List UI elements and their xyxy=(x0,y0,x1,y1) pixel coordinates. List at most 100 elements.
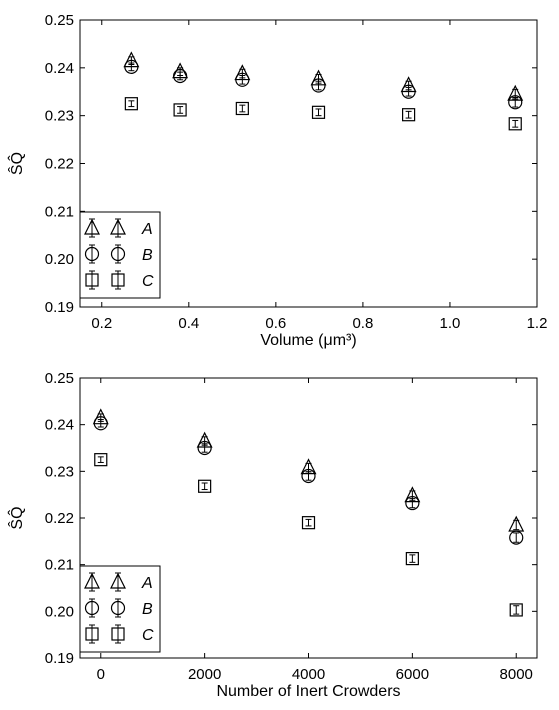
legend-marker-C xyxy=(111,273,125,287)
x-tick-label: 8000 xyxy=(500,666,533,683)
y-tick-label: 0.25 xyxy=(45,370,74,387)
data-point-C xyxy=(235,101,249,116)
error-bar xyxy=(405,110,412,119)
legend: ABC xyxy=(79,211,161,299)
data-point-C xyxy=(173,103,187,117)
legend-box xyxy=(79,211,161,299)
legend-marker-B xyxy=(84,246,100,262)
y-tick-label: 0.20 xyxy=(45,251,74,268)
error-bar xyxy=(128,62,135,72)
data-point-C xyxy=(94,453,108,467)
series-C xyxy=(124,97,522,131)
y-tick-label: 0.23 xyxy=(45,463,74,480)
x-tick-label: 0.2 xyxy=(91,315,112,332)
error-bar xyxy=(201,443,208,453)
error-bar xyxy=(177,106,184,114)
data-point-C xyxy=(301,516,316,530)
x-tick-label: 4000 xyxy=(292,666,325,683)
y-tick-label: 0.21 xyxy=(45,203,74,220)
legend-label-A: A xyxy=(141,575,153,592)
legend-marker-C xyxy=(85,627,99,641)
series-A xyxy=(92,408,525,532)
legend-marker-A xyxy=(110,218,126,235)
data-point-B xyxy=(401,84,416,99)
data-point-C xyxy=(198,479,212,493)
data-point-C xyxy=(405,551,419,566)
error-bar xyxy=(409,554,416,563)
x-tick-label: 0.8 xyxy=(352,315,373,332)
error-bar xyxy=(512,119,519,128)
legend-marker-C xyxy=(85,273,99,287)
x-tick-label: 0 xyxy=(97,666,105,683)
legend-marker-A xyxy=(84,218,100,235)
error-bar xyxy=(305,518,312,527)
legend-label-A: A xyxy=(141,221,153,238)
legend-marker-B xyxy=(110,600,126,616)
y-tick-label: 0.22 xyxy=(45,156,74,173)
legend-label-B: B xyxy=(142,601,153,618)
series-B xyxy=(93,416,524,545)
error-bar xyxy=(315,80,322,91)
y-tick-label: 0.22 xyxy=(45,510,74,527)
data-point-C xyxy=(509,603,523,617)
y-tick-label: 0.20 xyxy=(45,603,74,620)
legend-label-C: C xyxy=(142,273,154,290)
data-point-C xyxy=(508,117,522,131)
x-axis-label: Volume (μm³) xyxy=(260,332,356,349)
y-tick-label: 0.21 xyxy=(45,557,74,574)
error-bar xyxy=(405,86,412,97)
data-point-B xyxy=(301,468,316,484)
legend-marker-B xyxy=(84,600,100,616)
error-bar xyxy=(97,419,104,428)
data-point-B xyxy=(508,95,523,110)
y-axis-label: ŜQ̂ xyxy=(6,152,26,175)
chart-inert-crowders: 0.19 0.20 0.21 0.22 0.23 0.24 0.25 0 2000 4000 600… xyxy=(6,370,538,700)
error-bar xyxy=(97,456,104,463)
data-point-B xyxy=(173,68,188,84)
legend-box xyxy=(79,565,161,653)
series-B xyxy=(124,59,523,110)
data-point-B xyxy=(197,440,212,456)
error-bar xyxy=(177,71,184,81)
data-point-B xyxy=(124,59,139,74)
legend-marker-C xyxy=(111,627,125,641)
chart-volume: 0.19 0.20 0.21 0.22 0.23 0.24 0.25 0.2 0.4 0.6 0.8… xyxy=(6,12,547,349)
y-axis-label: ŜQ̂ xyxy=(6,506,26,529)
x-tick-label: 1.2 xyxy=(527,315,548,332)
data-point-C xyxy=(402,108,416,122)
data-point-C xyxy=(311,105,326,119)
series-A xyxy=(123,51,524,101)
y-tick-label: 0.25 xyxy=(45,12,74,29)
series-C xyxy=(94,453,523,617)
x-tick-label: 2000 xyxy=(188,666,221,683)
legend: ABC xyxy=(79,565,161,653)
y-tick-label: 0.19 xyxy=(45,650,74,667)
x-tick-label: 0.6 xyxy=(265,315,286,332)
data-point-B xyxy=(405,495,420,511)
legend-marker-A xyxy=(84,572,100,589)
error-bar xyxy=(239,74,246,85)
data-point-B xyxy=(93,416,108,431)
legend-marker-A xyxy=(110,572,126,589)
error-bar xyxy=(512,96,519,108)
x-tick-label: 0.4 xyxy=(178,315,199,332)
data-point-B xyxy=(235,72,250,87)
legend-label-C: C xyxy=(142,627,154,644)
error-bar xyxy=(409,497,416,509)
data-point-B xyxy=(311,78,326,93)
y-tick-label: 0.24 xyxy=(45,60,74,77)
y-tick-label: 0.24 xyxy=(45,417,74,434)
data-point-B xyxy=(509,530,524,545)
y-tick-label: 0.19 xyxy=(45,299,74,316)
error-bar xyxy=(513,605,520,615)
x-tick-label: 1.0 xyxy=(440,315,461,332)
x-tick-label: 6000 xyxy=(396,666,429,683)
error-bar xyxy=(305,471,312,481)
error-bar xyxy=(128,100,135,108)
y-tick-label: 0.23 xyxy=(45,108,74,125)
error-bar xyxy=(315,108,322,117)
error-bar xyxy=(513,532,520,543)
error-bar xyxy=(239,104,246,113)
data-point-C xyxy=(124,97,138,111)
